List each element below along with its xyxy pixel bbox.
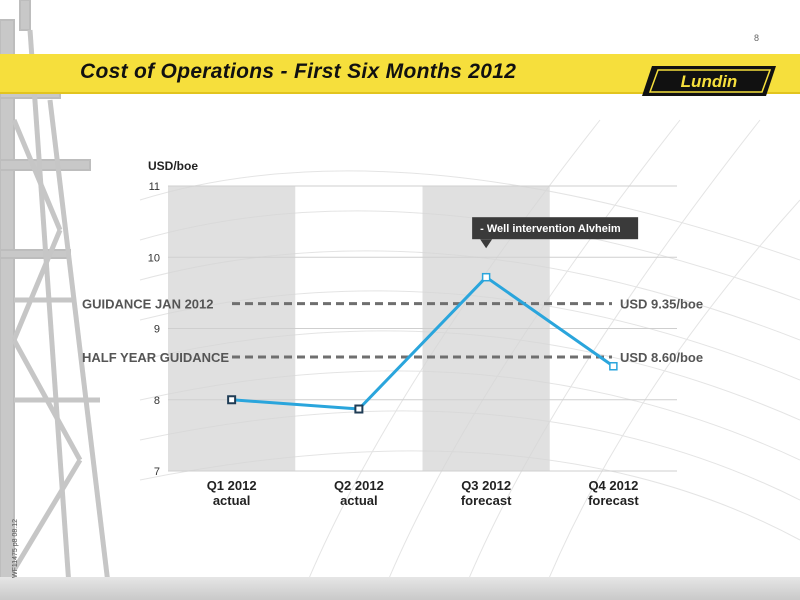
x-tick-label: Q2 2012 <box>334 478 384 493</box>
guidance-label: GUIDANCE JAN 2012 <box>82 297 214 312</box>
lundin-logo: Lundin <box>642 66 776 96</box>
x-tick-label: Q3 2012 <box>461 478 511 493</box>
x-tick-label: Q1 2012 <box>207 478 257 493</box>
document-code: WF11475 p8 08.12 <box>12 518 19 578</box>
guidance-label: HALF YEAR GUIDANCE <box>82 350 229 365</box>
data-point <box>609 362 618 371</box>
series-line <box>231 275 615 411</box>
y-tick-label: 7 <box>154 466 160 478</box>
annotation-pointer <box>480 239 493 249</box>
logo-text: Lundin <box>681 72 738 91</box>
footer-band <box>0 577 800 600</box>
x-tick-sublabel: actual <box>340 493 378 508</box>
annotation-box <box>472 217 639 240</box>
guidance-value-label: USD 8.60/boe <box>620 350 703 365</box>
x-tick-sublabel: forecast <box>461 493 512 508</box>
x-tick-sublabel: actual <box>213 493 251 508</box>
annotation-text: - Well intervention Alvheim <box>480 223 621 235</box>
slide-title: Cost of Operations - First Six Months 20… <box>80 60 517 83</box>
y-tick-label: 8 <box>154 395 160 407</box>
y-axis-label: USD/boe <box>148 159 198 173</box>
x-tick-sublabel: forecast <box>588 493 639 508</box>
guidance-value-label: USD 9.35/boe <box>620 297 703 312</box>
data-point <box>354 404 364 414</box>
y-tick-label: 11 <box>149 181 160 193</box>
y-tick-label: 10 <box>148 252 160 264</box>
x-tick-label: Q4 2012 <box>588 478 638 493</box>
page-number: 8 <box>754 33 760 43</box>
y-tick-label: 9 <box>154 324 160 336</box>
oil-rig-silhouette <box>0 0 113 600</box>
data-point <box>481 272 491 282</box>
data-point <box>227 395 237 405</box>
